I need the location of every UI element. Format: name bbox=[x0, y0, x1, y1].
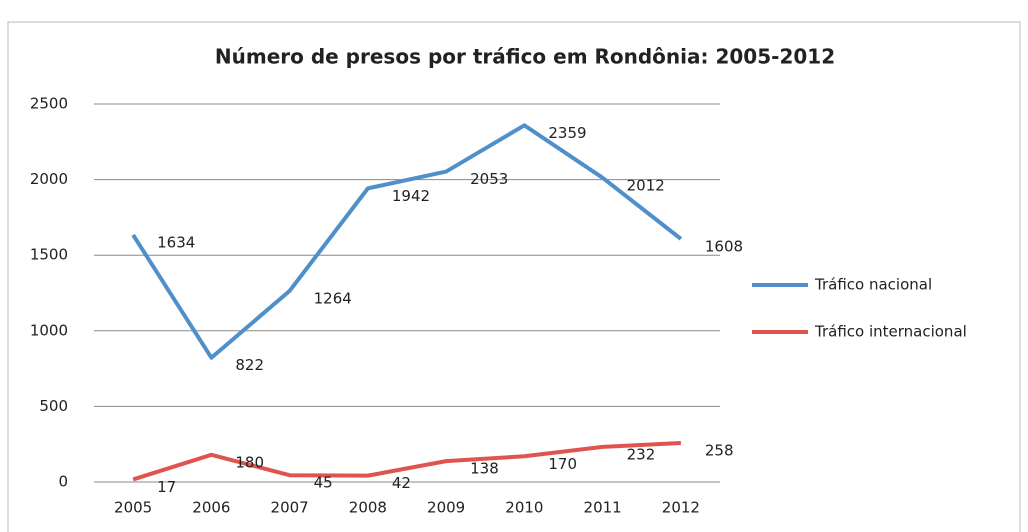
y-tick-label: 0 bbox=[58, 473, 68, 491]
data-label: 180 bbox=[235, 453, 264, 471]
data-label: 822 bbox=[235, 356, 264, 374]
legend-label: Tráfico internacional bbox=[814, 323, 967, 341]
data-label: 2012 bbox=[627, 176, 665, 194]
y-tick-label: 2000 bbox=[30, 170, 68, 188]
y-tick-label: 1500 bbox=[30, 246, 68, 264]
data-label: 170 bbox=[548, 455, 577, 473]
y-tick-label: 2500 bbox=[30, 95, 68, 113]
x-tick-label: 2007 bbox=[271, 499, 309, 517]
data-label: 42 bbox=[392, 474, 411, 492]
data-label: 1634 bbox=[157, 233, 195, 251]
y-tick-label: 500 bbox=[39, 397, 68, 415]
y-tick-label: 1000 bbox=[30, 321, 68, 339]
line-series bbox=[131, 123, 683, 360]
line-series bbox=[132, 440, 681, 482]
data-label: 232 bbox=[627, 445, 656, 463]
x-tick-label: 2009 bbox=[427, 499, 465, 517]
x-tick-label: 2010 bbox=[505, 499, 543, 517]
data-label: 1942 bbox=[392, 187, 430, 205]
data-label: 1608 bbox=[705, 237, 743, 255]
x-tick-label: 2011 bbox=[584, 499, 622, 517]
data-label: 17 bbox=[157, 478, 176, 496]
x-tick-label: 2008 bbox=[349, 499, 387, 517]
x-tick-label: 2005 bbox=[114, 499, 152, 517]
chart-title: Número de presos por tráfico em Rondônia… bbox=[215, 45, 835, 69]
data-label: 45 bbox=[314, 474, 333, 492]
chart-frame bbox=[7, 21, 1021, 532]
x-tick-label: 2006 bbox=[192, 499, 230, 517]
data-label: 138 bbox=[470, 460, 499, 478]
data-label: 1264 bbox=[314, 289, 352, 307]
data-label: 2359 bbox=[548, 124, 586, 142]
x-tick-label: 2012 bbox=[662, 499, 700, 517]
data-label: 2053 bbox=[470, 170, 508, 188]
data-label: 258 bbox=[705, 441, 734, 459]
legend-label: Tráfico nacional bbox=[814, 276, 932, 294]
